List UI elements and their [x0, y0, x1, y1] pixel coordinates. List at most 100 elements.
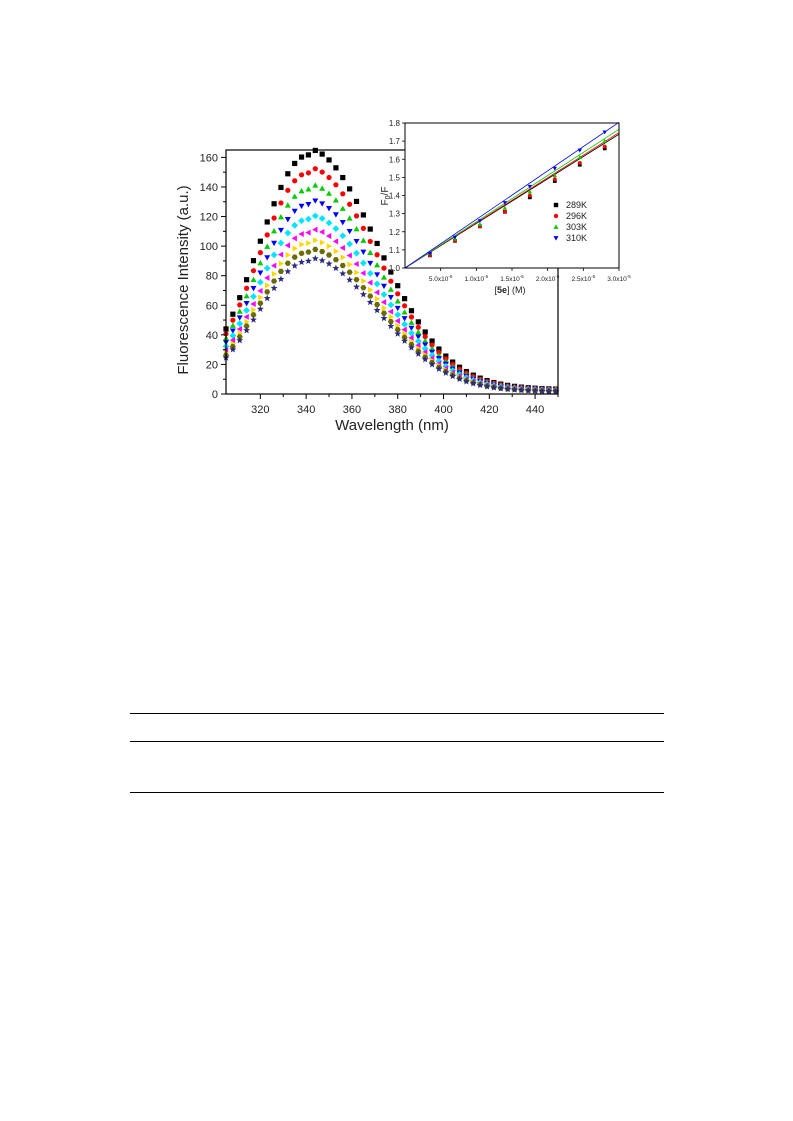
data-point	[257, 238, 263, 244]
data-point	[291, 222, 299, 229]
data-point	[408, 344, 415, 351]
data-point	[277, 239, 285, 247]
data-point	[299, 241, 305, 248]
data-point	[263, 294, 271, 302]
inset-y-tick-label: 1.1	[389, 246, 401, 255]
main-series-group	[222, 147, 560, 395]
data-point	[422, 334, 428, 340]
data-point	[318, 215, 326, 222]
legend-marker-289K	[553, 202, 559, 208]
data-point	[408, 319, 415, 325]
data-point	[326, 174, 332, 181]
inset-y-label-f: F	[380, 199, 391, 205]
data-point	[387, 322, 395, 330]
data-point	[312, 182, 319, 188]
data-point	[346, 240, 354, 248]
data-point	[298, 154, 305, 160]
data-point	[387, 294, 394, 301]
data-point	[270, 262, 277, 269]
data-point	[388, 314, 394, 321]
data-point	[380, 299, 387, 306]
inset-x-tick-exponent: -5	[555, 274, 559, 279]
data-point	[278, 260, 285, 267]
inset-fit-lines	[404, 121, 620, 269]
data-point	[347, 261, 353, 268]
main-x-tick-label: 440	[526, 404, 544, 416]
data-point	[511, 386, 518, 393]
data-point	[332, 197, 339, 203]
data-point	[408, 308, 415, 314]
data-point	[271, 278, 278, 284]
data-point	[277, 268, 284, 274]
main-plot-frame	[225, 149, 559, 395]
data-point	[353, 283, 360, 290]
data-point	[237, 295, 243, 301]
data-point	[298, 231, 304, 238]
data-point	[367, 279, 373, 286]
inset-data-point	[502, 209, 507, 214]
data-point	[277, 275, 285, 283]
data-point	[312, 166, 318, 172]
data-point	[250, 268, 257, 274]
data-point	[381, 274, 387, 280]
inset-y-tick-label: 1.5	[389, 173, 401, 182]
data-point	[374, 296, 381, 302]
data-point	[422, 329, 428, 335]
data-point	[381, 255, 387, 261]
inset-y-tick-label: 1.8	[389, 119, 401, 128]
data-point	[333, 248, 340, 255]
data-point	[394, 305, 401, 312]
data-point	[312, 198, 319, 204]
main-y-tick-label: 80	[206, 271, 218, 283]
data-point	[298, 258, 306, 266]
data-point	[346, 252, 352, 259]
data-point	[236, 336, 244, 344]
data-point	[340, 174, 346, 181]
data-point	[443, 353, 449, 359]
data-point	[243, 301, 250, 307]
data-point	[339, 269, 347, 277]
data-point	[250, 312, 257, 318]
legend-marker-296K	[553, 213, 559, 219]
legend-label-296K: 296K	[566, 211, 587, 221]
data-point	[395, 291, 401, 297]
data-point	[277, 214, 284, 220]
data-point	[251, 306, 257, 313]
data-point	[291, 254, 298, 260]
data-point	[333, 182, 339, 188]
data-point	[264, 289, 271, 295]
data-point	[415, 342, 421, 349]
data-point	[237, 302, 243, 308]
data-point	[284, 202, 291, 208]
inset-y-tick-label: 1.7	[389, 137, 401, 146]
data-point	[401, 309, 408, 315]
table-header-rule	[130, 741, 664, 742]
data-point	[298, 203, 305, 210]
data-point	[265, 282, 271, 289]
data-point	[394, 317, 400, 324]
inset-x-tick-mantissa: 3.0x10	[607, 276, 627, 283]
main-axes: 320 340 360 380 400 420 440 0 20 40 60 80 100 120 140 1…	[200, 149, 559, 416]
data-point	[332, 264, 340, 272]
data-point	[305, 152, 312, 158]
data-point	[415, 334, 422, 340]
main-y-tick-label: 140	[200, 182, 218, 194]
data-point	[429, 342, 435, 348]
data-point	[408, 325, 415, 332]
data-point	[291, 262, 299, 269]
data-point	[311, 212, 319, 220]
data-point	[456, 375, 464, 383]
inset-data-point	[552, 177, 557, 182]
inset-x-tick-mantissa: 5.0x10	[429, 276, 449, 283]
data-point	[319, 201, 326, 207]
stern-volmer-inset-chart: 1.0 1.1 1.2 1.3 1.4 1.5 1.6 1.7 1.8 5.0x10-6 1.0x1…	[380, 119, 631, 295]
data-point	[285, 171, 291, 177]
inset-y-label-rest: /F	[380, 187, 391, 196]
data-point	[361, 277, 367, 284]
main-y-axis-label: Fluorescence Intensity (a.u.)	[175, 185, 192, 374]
data-point	[264, 219, 270, 225]
data-point	[258, 294, 264, 301]
inset-x-tick-label: 5.0x10-6	[429, 274, 453, 283]
data-point	[312, 226, 318, 233]
